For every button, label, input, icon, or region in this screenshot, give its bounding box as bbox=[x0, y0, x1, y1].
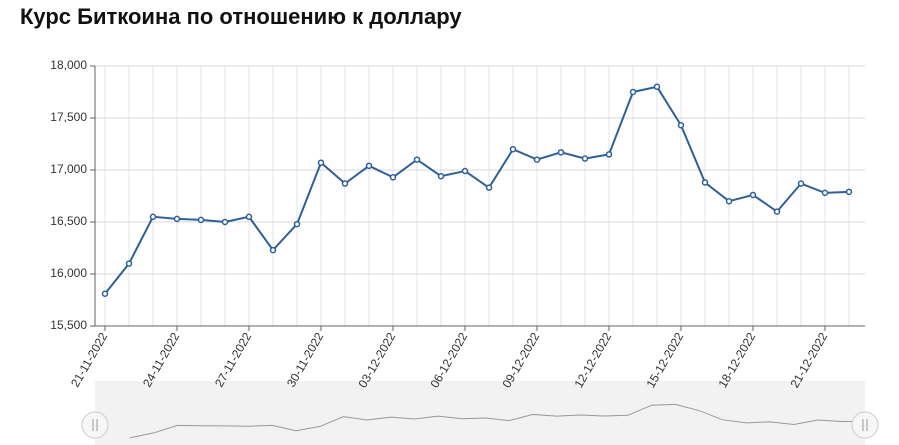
point[interactable] bbox=[197, 216, 205, 224]
point[interactable] bbox=[725, 197, 733, 205]
x-tick-label: 21-11-2022 bbox=[68, 330, 111, 390]
point[interactable] bbox=[101, 290, 109, 298]
point[interactable] bbox=[437, 172, 445, 180]
chart-title: Курс Биткоина по отношению к доллару bbox=[20, 4, 462, 29]
point[interactable] bbox=[173, 215, 181, 223]
point[interactable] bbox=[461, 167, 469, 175]
point[interactable] bbox=[509, 145, 517, 153]
y-tick-label: 16,500 bbox=[50, 214, 87, 228]
point[interactable] bbox=[557, 149, 565, 156]
point[interactable] bbox=[125, 260, 133, 267]
navigator-handle[interactable] bbox=[81, 411, 109, 439]
point[interactable] bbox=[221, 218, 229, 226]
point[interactable] bbox=[365, 162, 373, 170]
point[interactable] bbox=[341, 180, 349, 187]
point[interactable] bbox=[485, 184, 493, 191]
navigator-handle[interactable] bbox=[851, 411, 879, 439]
point[interactable] bbox=[821, 189, 829, 197]
point[interactable] bbox=[269, 246, 277, 254]
point[interactable] bbox=[653, 83, 661, 91]
point[interactable] bbox=[245, 213, 253, 221]
point[interactable] bbox=[581, 155, 589, 162]
point[interactable] bbox=[677, 122, 685, 129]
x-tick-label: 24-11-2022 bbox=[140, 330, 183, 390]
point[interactable] bbox=[797, 180, 805, 187]
point[interactable] bbox=[149, 213, 157, 221]
point[interactable] bbox=[293, 220, 301, 228]
point[interactable] bbox=[749, 191, 757, 199]
point[interactable] bbox=[629, 88, 637, 96]
point[interactable] bbox=[533, 156, 541, 163]
y-tick-label: 18,000 bbox=[50, 58, 87, 72]
point[interactable] bbox=[605, 151, 613, 158]
point[interactable] bbox=[413, 156, 421, 163]
line bbox=[104, 85, 850, 295]
x-tick-label: 27-11-2022 bbox=[212, 330, 255, 390]
point[interactable] bbox=[701, 179, 709, 186]
navigator-line bbox=[129, 403, 866, 439]
point[interactable] bbox=[317, 159, 325, 166]
y-tick-label: 17,500 bbox=[50, 110, 87, 124]
point[interactable] bbox=[773, 208, 781, 215]
y-tick-label: 15,500 bbox=[50, 318, 87, 332]
point[interactable] bbox=[389, 174, 397, 181]
point[interactable] bbox=[845, 188, 853, 196]
y-tick-label: 16,000 bbox=[50, 266, 87, 280]
x-tick-label: 30-11-2022 bbox=[284, 330, 327, 390]
y-tick-label: 17,000 bbox=[50, 162, 87, 176]
navigator[interactable] bbox=[95, 381, 865, 445]
